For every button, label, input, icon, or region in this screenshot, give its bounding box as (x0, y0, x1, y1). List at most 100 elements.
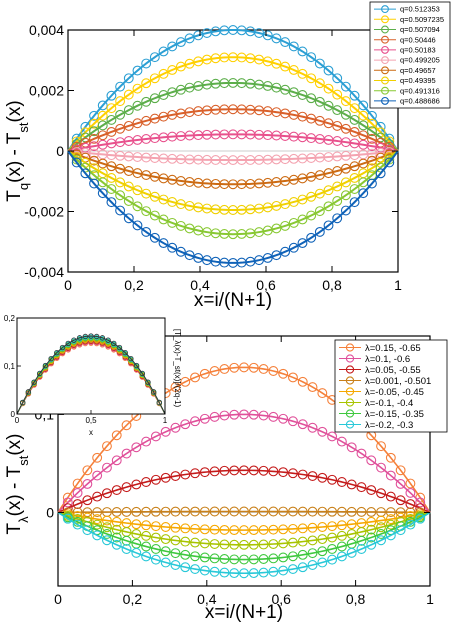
legend: λ=0.15, -0.65λ=0.1, -0.6λ=0.05, -0.55λ=0… (334, 339, 448, 433)
data-point (82, 465, 93, 476)
data-point (262, 253, 273, 263)
series-4 (67, 104, 399, 152)
data-point (297, 469, 308, 480)
inset-line (16, 335, 166, 415)
x-tick-label: 1 (163, 416, 168, 425)
data-point (297, 419, 308, 430)
data-point (395, 507, 406, 518)
data-point (349, 197, 360, 208)
data-point (219, 465, 230, 476)
data-point (180, 523, 191, 534)
data-point (101, 462, 112, 473)
data-point (123, 196, 134, 206)
data-point (288, 506, 298, 517)
data-point (158, 238, 169, 249)
data-point (307, 382, 318, 393)
inset-point (48, 355, 54, 362)
data-point (258, 506, 269, 517)
data-point (278, 565, 289, 576)
data-point (62, 513, 73, 524)
data-point (123, 120, 134, 131)
data-point (297, 194, 308, 205)
ticks-group: 0 0,2 0,4 0,6 0,8 1 -0,004 -0,002 0 0,002 0,004 (24, 22, 402, 293)
data-point (111, 516, 122, 527)
data-point (132, 220, 143, 231)
data-point (101, 529, 112, 539)
data-point (317, 472, 328, 483)
series-line (57, 511, 431, 531)
data-point (158, 214, 169, 225)
data-point (332, 213, 343, 224)
data-point (340, 96, 351, 107)
data-point (268, 366, 279, 376)
data-point (160, 546, 171, 557)
legend-entry: q=0.512353 (374, 5, 440, 14)
data-point (170, 560, 181, 570)
x-axis-label: x (89, 428, 93, 437)
data-point (278, 552, 289, 563)
data-point (62, 497, 73, 508)
data-point (101, 488, 112, 499)
data-point (149, 52, 160, 63)
data-point (346, 519, 357, 530)
inset-point (139, 370, 145, 377)
data-point (190, 416, 201, 427)
data-point (346, 547, 357, 558)
data-point (367, 133, 377, 144)
x-tick-label: 0,5 (85, 416, 97, 425)
data-point (288, 468, 298, 479)
data-point (297, 523, 308, 534)
data-point (258, 539, 269, 550)
series-line (67, 150, 399, 186)
series-9 (67, 150, 399, 240)
data-point (332, 120, 343, 131)
data-point (340, 109, 351, 120)
data-point (160, 472, 171, 483)
data-point (132, 83, 143, 94)
data-point (101, 515, 112, 526)
inset-point (156, 399, 163, 406)
data-point (199, 467, 210, 478)
inset-point (19, 399, 26, 406)
data-point (141, 96, 152, 107)
data-point (97, 110, 108, 121)
series-line (57, 511, 431, 561)
data-point (317, 506, 328, 517)
data-point (280, 246, 291, 257)
data-point (358, 188, 369, 199)
data-point (297, 46, 308, 57)
data-point (327, 544, 338, 554)
data-point (356, 544, 367, 554)
data-point (349, 103, 360, 114)
data-point (327, 431, 338, 442)
data-point (327, 474, 338, 485)
data-point (258, 554, 269, 564)
legend-marker (345, 420, 355, 429)
x-tick-label: 0 (54, 591, 62, 607)
series-8 (57, 511, 431, 579)
data-point (150, 474, 161, 485)
data-point (297, 562, 308, 573)
data-point (199, 565, 210, 576)
data-point (271, 33, 282, 44)
data-point (336, 477, 347, 487)
data-point (89, 133, 100, 144)
legend-entry: λ=0.05, -0.55 (339, 365, 421, 376)
data-point (199, 413, 210, 424)
data-point (376, 488, 386, 499)
data-point (340, 177, 351, 188)
data-point (111, 539, 122, 550)
x-axis-label: x=i/(N+1) (194, 290, 272, 311)
legend-marker (381, 66, 389, 75)
data-point (278, 467, 289, 478)
series-line (67, 150, 399, 162)
y-axis-label: [T_λ(x)-T_st(x)]/(2q-1) (173, 329, 182, 408)
data-point (258, 567, 269, 578)
x-axis-label: x=i/(N+1) (205, 602, 283, 623)
series-line (67, 133, 399, 152)
data-point (160, 522, 171, 532)
legend-marker (345, 387, 355, 396)
series-3 (57, 465, 431, 514)
series-group (57, 362, 431, 579)
y-axis-label: Tq(x) - Tst(x) (4, 100, 31, 201)
